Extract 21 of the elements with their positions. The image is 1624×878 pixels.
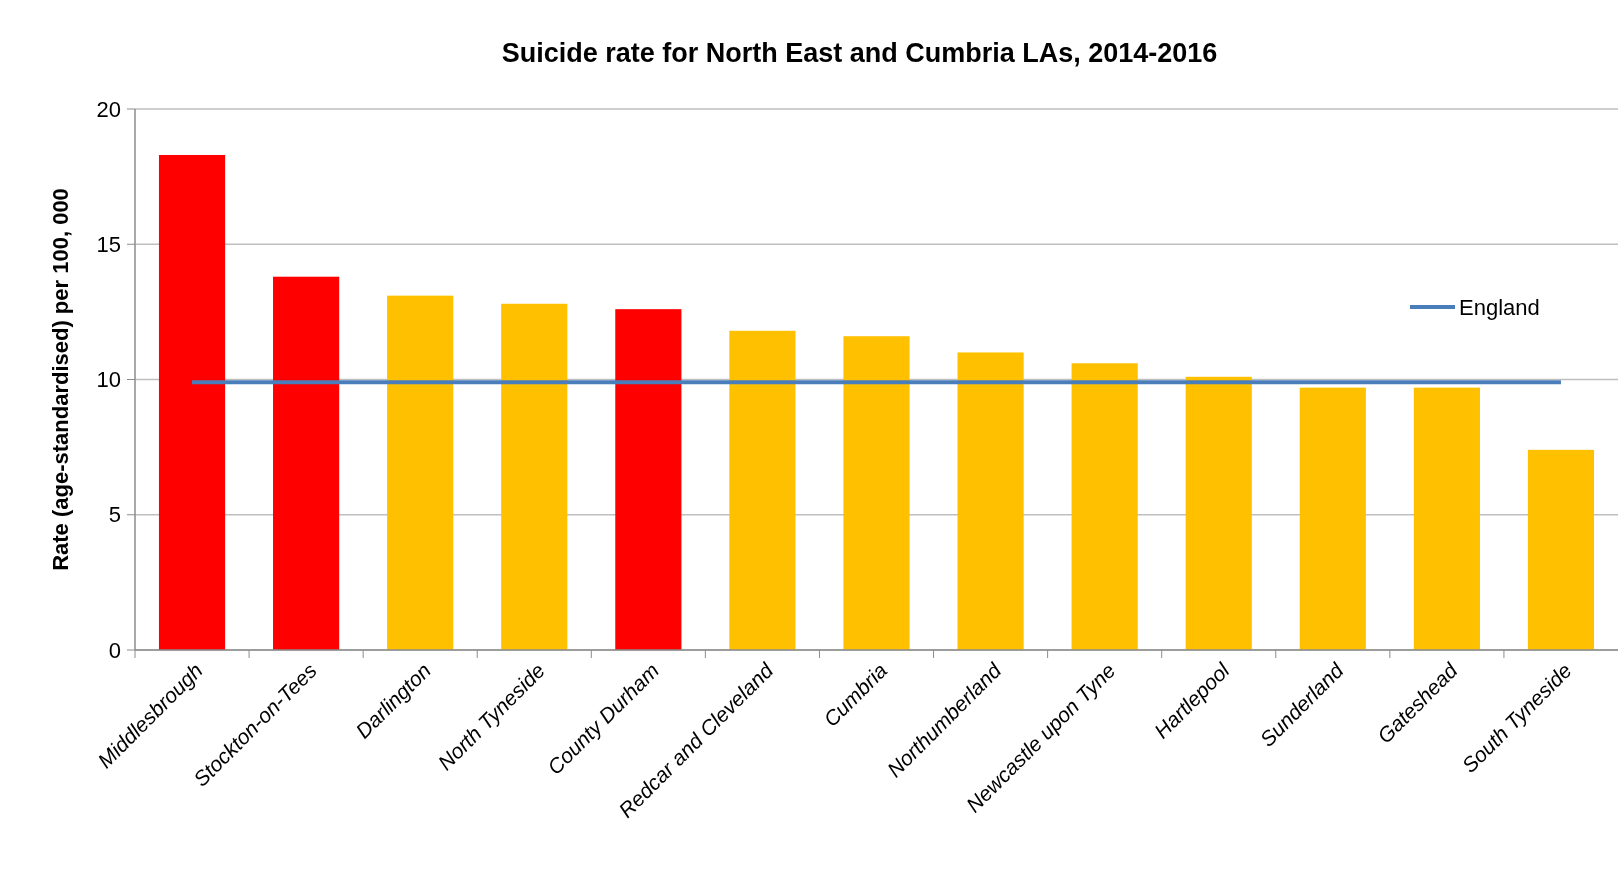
y-tick-label: 10: [96, 367, 121, 393]
bar: [843, 336, 910, 650]
y-axis-title: Rate (age-standardised) per 100, 000: [48, 188, 73, 571]
bar: [1527, 449, 1595, 650]
y-tick-label: 5: [108, 502, 121, 528]
bar: [1185, 376, 1252, 650]
bar: [1413, 387, 1480, 650]
bar: [273, 276, 340, 650]
bar: [729, 330, 796, 650]
bar: [387, 295, 454, 650]
bar: [1071, 363, 1138, 650]
y-tick-label: 15: [96, 231, 121, 257]
y-tick-label: 0: [108, 637, 121, 663]
y-tick-label: 20: [96, 96, 121, 122]
bar: [615, 309, 682, 650]
bar: [1299, 387, 1366, 650]
legend-label: England: [1459, 294, 1540, 320]
bar: [501, 303, 568, 650]
bar: [158, 154, 226, 650]
bar: [957, 352, 1024, 650]
chart-title: Suicide rate for North East and Cumbria LAs, 2014-2016: [501, 38, 1218, 68]
